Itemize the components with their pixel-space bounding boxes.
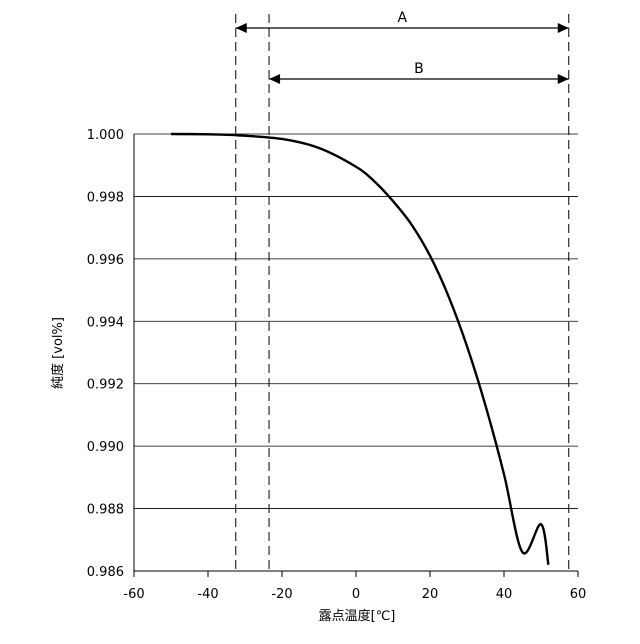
arrow-head-left — [269, 74, 280, 84]
y-tick-label: 0.992 — [87, 378, 124, 393]
x-tick-label: -60 — [123, 587, 144, 602]
x-tick-label: -40 — [197, 587, 218, 602]
x-tick-label: 60 — [570, 587, 587, 602]
purity-curve — [171, 134, 548, 565]
arrow-head-right — [558, 23, 569, 33]
y-axis-title: 純度 [vol%] — [50, 317, 66, 389]
y-tick-label: 1.000 — [87, 128, 124, 143]
y-tick-label: 0.990 — [87, 440, 124, 455]
x-axis-title: 露点温度[℃] — [319, 608, 396, 624]
series — [171, 134, 548, 565]
y-tick-label: 0.994 — [87, 315, 124, 330]
tick-labels: 0.986 0.988 0.990 0.992 0.994 0.996 0.998 1.000… — [87, 128, 586, 602]
arrow-head-right — [558, 74, 569, 84]
range-label-a: A — [397, 10, 407, 26]
x-tick-label: 20 — [422, 587, 439, 602]
y-tick-label: 0.998 — [87, 190, 124, 205]
x-tick-label: 0 — [352, 587, 360, 602]
y-tick-label: 0.988 — [87, 503, 124, 518]
x-tick-label: -20 — [271, 587, 292, 602]
arrow-head-left — [236, 23, 247, 33]
range-label-b: B — [414, 61, 424, 77]
y-tick-label: 0.986 — [87, 565, 124, 580]
range-annotations: AB — [236, 10, 569, 571]
x-tick-label: 40 — [496, 587, 513, 602]
y-tick-label: 0.996 — [87, 253, 124, 268]
